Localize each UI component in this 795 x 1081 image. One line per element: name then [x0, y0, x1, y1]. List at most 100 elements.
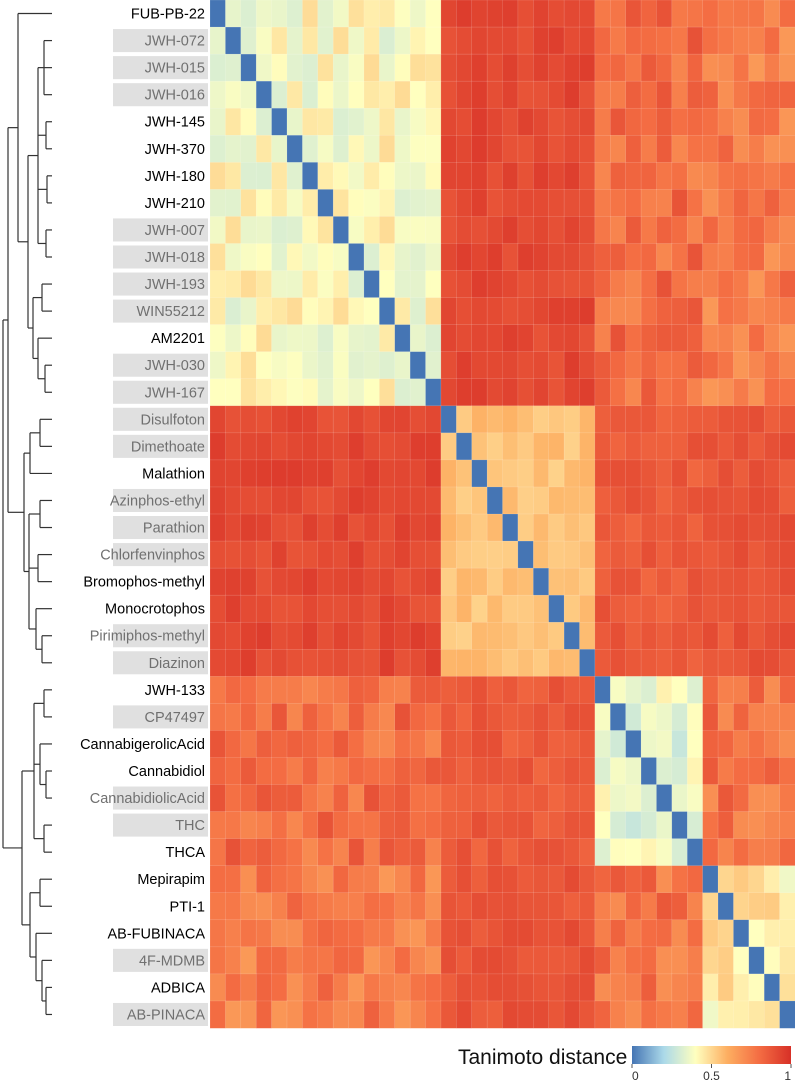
heatmap-cell: [348, 594, 365, 623]
heatmap-cell: [594, 378, 611, 407]
heatmap-cell: [517, 703, 534, 731]
heatmap-cell: [425, 513, 442, 542]
heatmap-cell: [440, 270, 457, 299]
heatmap-cell: [763, 567, 781, 596]
heatmap-cell: [409, 189, 427, 217]
heatmap-cell: [717, 784, 734, 813]
heatmap-cell: [348, 676, 365, 704]
heatmap-cell: [763, 0, 781, 28]
heatmap-cell: [779, 378, 795, 407]
heatmap-cell: [240, 621, 257, 650]
heatmap-cell: [225, 730, 242, 759]
heatmap-cell: [671, 676, 688, 704]
heatmap-cell: [440, 865, 457, 894]
heatmap-cell: [579, 324, 596, 353]
heatmap-cell: [486, 324, 504, 353]
heatmap-cell: [656, 107, 673, 136]
heatmap-cell: [625, 973, 642, 1002]
heatmap-cell: [625, 80, 642, 109]
heatmap-cell: [425, 486, 442, 515]
heatmap-cell: [409, 567, 427, 596]
heatmap-cell: [671, 324, 688, 353]
heatmap-cell: [748, 53, 765, 82]
heatmap-cell: [610, 567, 627, 596]
heatmap-cell: [625, 594, 642, 623]
heatmap-cell: [563, 26, 581, 55]
heatmap-cell: [702, 80, 719, 109]
heatmap-cell: [394, 162, 411, 190]
heatmap-cell: [548, 567, 565, 596]
heatmap-cell: [671, 162, 688, 190]
heatmap-cell: [286, 135, 303, 163]
row-label: JWH-072: [145, 34, 205, 50]
heatmap-cell: [209, 811, 226, 840]
heatmap-cell: [594, 297, 611, 326]
heatmap-cell: [563, 919, 581, 948]
heatmap-cell: [409, 162, 427, 190]
heatmap-cell: [225, 432, 242, 461]
heatmap-cell: [394, 432, 411, 461]
heatmap-cell: [425, 0, 442, 28]
heatmap-cell: [686, 351, 704, 380]
label-highlight: [113, 488, 208, 512]
heatmap-cell: [379, 676, 396, 704]
colorbar-title: Tanimoto distance: [458, 1046, 627, 1069]
heatmap-cell: [640, 730, 657, 759]
heatmap-cell: [394, 892, 411, 921]
heatmap-cell: [563, 865, 581, 894]
heatmap-cell: [625, 1000, 642, 1029]
heatmap-cell: [502, 324, 519, 353]
heatmap-cell: [409, 676, 427, 704]
heatmap-cell: [548, 892, 565, 921]
heatmap-cell: [563, 811, 581, 840]
heatmap-cell: [209, 676, 226, 704]
heatmap-cell: [625, 919, 642, 948]
heatmap-cell: [271, 540, 288, 569]
heatmap-cell: [640, 26, 657, 55]
heatmap-cell: [440, 135, 457, 163]
heatmap-cell: [640, 432, 657, 461]
heatmap-cell: [409, 80, 427, 109]
heatmap-cell: [748, 135, 765, 163]
heatmap-cell: [686, 324, 704, 353]
heatmap-cell: [748, 838, 765, 867]
heatmap-cell: [317, 757, 334, 786]
heatmap-cell: [610, 892, 627, 921]
heatmap-cell: [594, 838, 611, 867]
heatmap-cell: [332, 189, 350, 217]
heatmap-cell: [594, 865, 611, 894]
heatmap-cell: [456, 297, 473, 326]
heatmap-cell: [440, 1000, 457, 1029]
heatmap-cell: [255, 351, 273, 380]
heatmap-cell: [240, 540, 257, 569]
heatmap-cell: [686, 162, 704, 190]
heatmap-cell: [502, 351, 519, 380]
heatmap-cell: [363, 594, 380, 623]
heatmap-cell: [471, 865, 488, 894]
heatmap-cell: [563, 107, 581, 136]
heatmap-cell: [471, 107, 488, 136]
heatmap-cell: [332, 676, 350, 704]
heatmap-cell: [533, 1000, 550, 1029]
heatmap-cell: [548, 0, 565, 28]
row-label: AM2201: [151, 331, 205, 347]
heatmap-cell: [717, 53, 734, 82]
heatmap-cell: [702, 351, 719, 380]
heatmap-cell: [579, 513, 596, 542]
heatmap-cell: [271, 784, 288, 813]
heatmap-cell: [409, 297, 427, 326]
heatmap-cell: [209, 135, 226, 163]
heatmap-cell: [209, 838, 226, 867]
heatmap-cell: [748, 297, 765, 326]
heatmap-cell: [763, 297, 781, 326]
heatmap-cell: [748, 865, 765, 894]
heatmap-cell: [717, 459, 734, 488]
heatmap-cell: [394, 919, 411, 948]
heatmap-cell: [517, 730, 534, 759]
heatmap-cell: [702, 621, 719, 650]
heatmap-cell: [563, 378, 581, 407]
heatmap-cell: [733, 216, 750, 245]
heatmap-cell: [748, 432, 765, 461]
heatmap-cell: [317, 730, 334, 759]
heatmap-cell: [225, 270, 242, 299]
